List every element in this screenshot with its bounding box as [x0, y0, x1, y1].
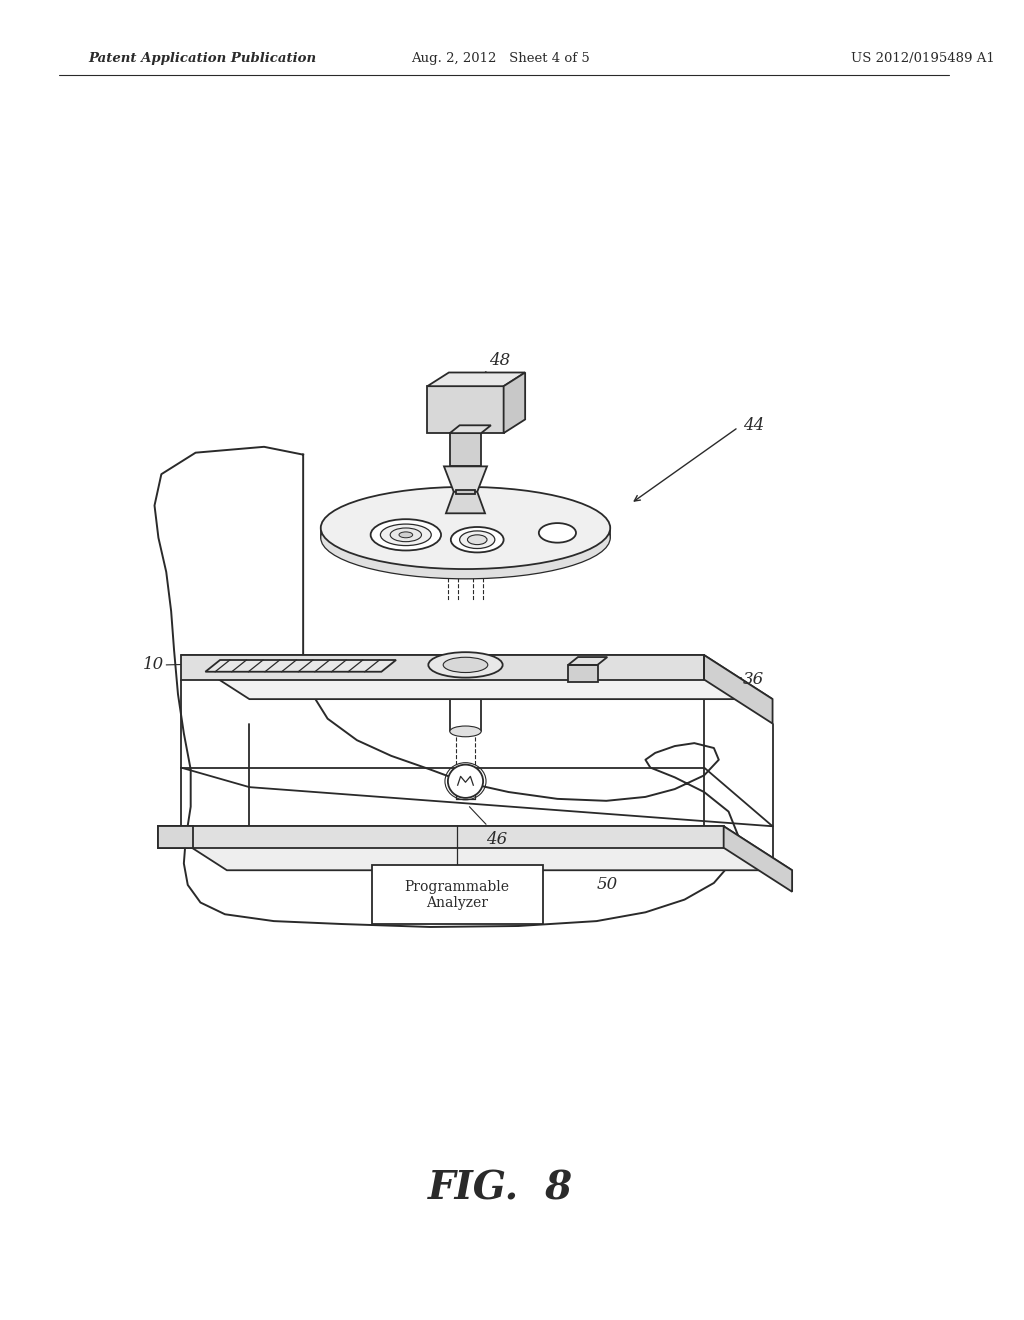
- Ellipse shape: [447, 764, 483, 797]
- Text: 50: 50: [597, 876, 617, 894]
- Ellipse shape: [390, 528, 422, 541]
- Text: Patent Application Publication: Patent Application Publication: [88, 51, 316, 65]
- Text: 48: 48: [488, 351, 510, 368]
- Ellipse shape: [321, 487, 610, 569]
- Polygon shape: [181, 655, 705, 680]
- Text: 46: 46: [486, 832, 507, 849]
- Polygon shape: [450, 433, 481, 466]
- Text: 36: 36: [743, 671, 765, 688]
- Polygon shape: [181, 655, 772, 700]
- Polygon shape: [724, 826, 793, 892]
- Polygon shape: [456, 490, 475, 494]
- Ellipse shape: [428, 652, 503, 677]
- Polygon shape: [427, 387, 504, 433]
- Text: FIG.  8: FIG. 8: [428, 1170, 573, 1206]
- Polygon shape: [504, 372, 525, 433]
- Ellipse shape: [443, 657, 487, 672]
- Polygon shape: [705, 655, 772, 723]
- Ellipse shape: [380, 524, 431, 545]
- Polygon shape: [450, 425, 490, 433]
- Polygon shape: [372, 866, 543, 924]
- Polygon shape: [444, 466, 487, 492]
- Polygon shape: [159, 826, 724, 847]
- Polygon shape: [445, 492, 485, 513]
- Polygon shape: [568, 657, 607, 665]
- Text: Aug. 2, 2012   Sheet 4 of 5: Aug. 2, 2012 Sheet 4 of 5: [412, 51, 590, 65]
- Polygon shape: [427, 372, 525, 387]
- Ellipse shape: [460, 531, 495, 549]
- Text: Programmable
Analyzer: Programmable Analyzer: [404, 879, 510, 909]
- Ellipse shape: [467, 535, 487, 545]
- Ellipse shape: [371, 519, 441, 550]
- Text: 44: 44: [743, 417, 765, 434]
- Ellipse shape: [539, 523, 575, 543]
- Ellipse shape: [321, 496, 610, 579]
- Text: 10: 10: [143, 656, 164, 673]
- Polygon shape: [206, 660, 396, 672]
- Polygon shape: [159, 826, 793, 870]
- Polygon shape: [159, 826, 193, 847]
- Ellipse shape: [451, 527, 504, 553]
- Ellipse shape: [399, 532, 413, 537]
- Polygon shape: [568, 665, 598, 681]
- Ellipse shape: [450, 726, 481, 737]
- Text: US 2012/0195489 A1: US 2012/0195489 A1: [851, 51, 994, 65]
